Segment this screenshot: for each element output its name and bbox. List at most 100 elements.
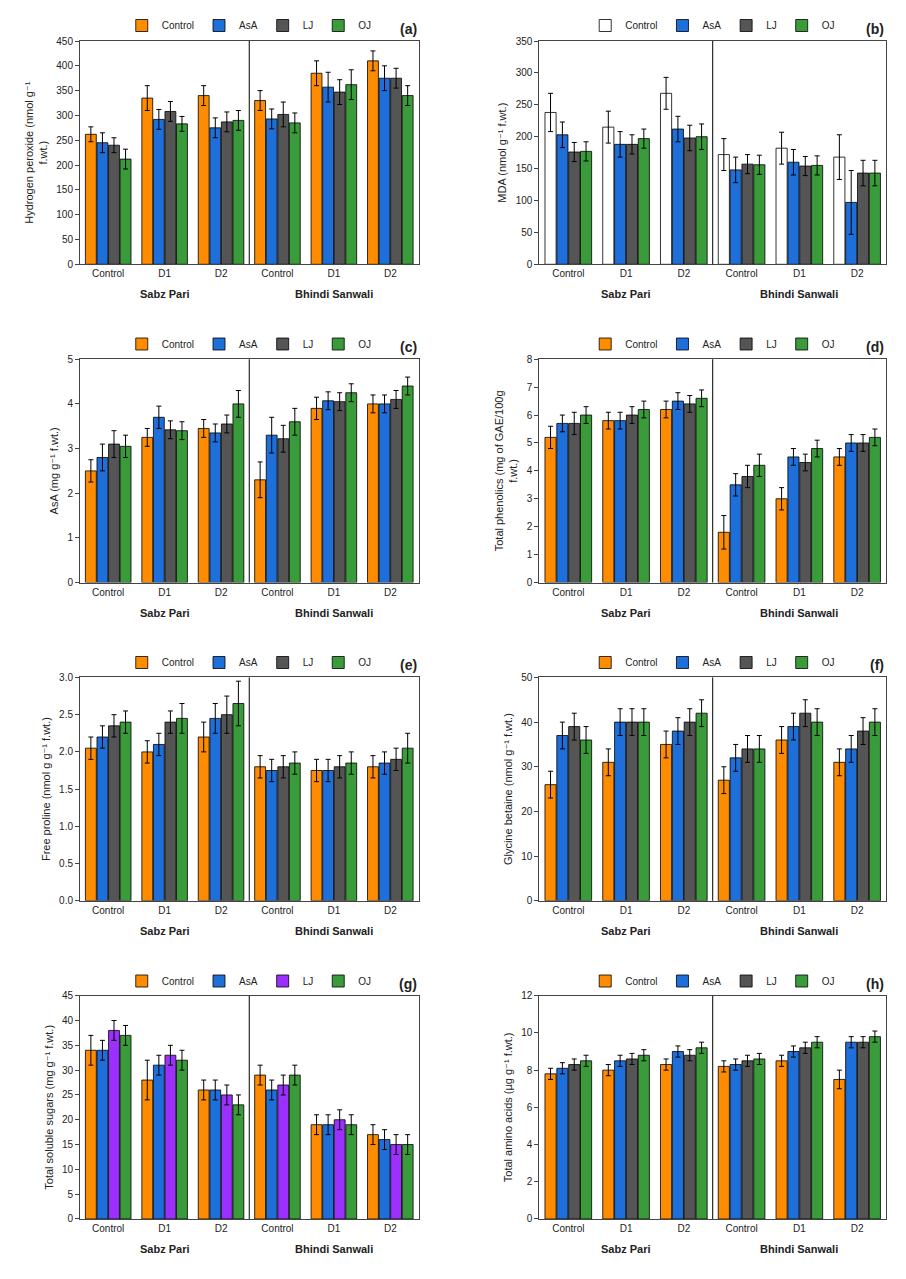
svg-text:D1: D1 xyxy=(327,1223,340,1234)
svg-text:250: 250 xyxy=(56,135,73,146)
svg-text:0: 0 xyxy=(527,1213,533,1224)
svg-text:OJ: OJ xyxy=(822,657,835,668)
svg-text:2: 2 xyxy=(527,1176,533,1187)
svg-text:350: 350 xyxy=(56,85,73,96)
svg-text:LJ: LJ xyxy=(303,339,314,350)
svg-text:2: 2 xyxy=(67,488,73,499)
svg-text:6: 6 xyxy=(527,1102,533,1113)
svg-text:7: 7 xyxy=(527,382,533,393)
svg-text:100: 100 xyxy=(516,195,533,206)
svg-text:300: 300 xyxy=(56,110,73,121)
svg-text:40: 40 xyxy=(62,1015,74,1026)
svg-text:Bhindi Sanwali: Bhindi Sanwali xyxy=(295,288,373,300)
svg-text:Bhindi Sanwali: Bhindi Sanwali xyxy=(295,1243,373,1255)
svg-text:AsA: AsA xyxy=(239,976,258,987)
svg-text:OJ: OJ xyxy=(822,976,835,987)
svg-text:LJ: LJ xyxy=(766,976,777,987)
svg-text:Bhindi Sanwali: Bhindi Sanwali xyxy=(760,607,838,619)
svg-text:20: 20 xyxy=(521,806,533,817)
svg-text:Total soluble sugars (mg g⁻¹ f: Total soluble sugars (mg g⁻¹ f.wt.) xyxy=(43,1025,55,1190)
svg-text:OJ: OJ xyxy=(822,339,835,350)
svg-text:1: 1 xyxy=(527,549,533,560)
svg-text:(h): (h) xyxy=(866,976,884,992)
svg-text:Sabz Pari: Sabz Pari xyxy=(140,1243,190,1255)
svg-text:150: 150 xyxy=(516,163,533,174)
svg-text:Control: Control xyxy=(625,976,657,987)
svg-text:(e): (e) xyxy=(400,657,417,673)
svg-text:Bhindi Sanwali: Bhindi Sanwali xyxy=(295,925,373,937)
svg-text:3: 3 xyxy=(67,443,73,454)
svg-text:Sabz Pari: Sabz Pari xyxy=(601,607,651,619)
svg-text:12: 12 xyxy=(521,990,533,1001)
svg-text:LJ: LJ xyxy=(303,20,314,31)
svg-text:Control: Control xyxy=(162,657,194,668)
svg-text:0: 0 xyxy=(527,259,533,270)
svg-text:Glycine betaine (nmol g⁻¹ f.wt: Glycine betaine (nmol g⁻¹ f.wt.) xyxy=(502,713,514,865)
svg-text:45: 45 xyxy=(62,990,74,1001)
svg-text:1: 1 xyxy=(67,532,73,543)
svg-text:Control: Control xyxy=(725,905,757,916)
svg-text:Control: Control xyxy=(92,905,124,916)
svg-text:LJ: LJ xyxy=(766,339,777,350)
svg-text:3: 3 xyxy=(527,493,533,504)
svg-text:D2: D2 xyxy=(677,587,690,598)
svg-text:4: 4 xyxy=(527,1139,533,1150)
svg-text:0: 0 xyxy=(527,895,533,906)
svg-text:D1: D1 xyxy=(620,1223,633,1234)
svg-text:0: 0 xyxy=(527,577,533,588)
svg-text:6: 6 xyxy=(527,410,533,421)
svg-text:D2: D2 xyxy=(851,1223,864,1234)
svg-text:Sabz Pari: Sabz Pari xyxy=(601,1243,651,1255)
svg-text:Control: Control xyxy=(92,587,124,598)
svg-text:1.5: 1.5 xyxy=(59,784,73,795)
svg-text:D2: D2 xyxy=(677,268,690,279)
svg-text:D2: D2 xyxy=(851,268,864,279)
svg-text:0: 0 xyxy=(67,259,73,270)
svg-text:(f): (f) xyxy=(870,657,884,673)
svg-text:10: 10 xyxy=(62,1164,74,1175)
svg-text:AsA: AsA xyxy=(239,339,258,350)
svg-text:D2: D2 xyxy=(384,268,397,279)
svg-text:15: 15 xyxy=(62,1139,74,1150)
svg-text:(b): (b) xyxy=(866,21,884,37)
svg-text:Free proline (nmol g g⁻¹ f.wt.: Free proline (nmol g g⁻¹ f.wt.) xyxy=(40,717,52,861)
svg-text:D2: D2 xyxy=(384,1223,397,1234)
svg-text:D1: D1 xyxy=(327,587,340,598)
svg-text:5: 5 xyxy=(67,1189,73,1200)
svg-text:150: 150 xyxy=(56,184,73,195)
svg-text:8: 8 xyxy=(527,354,533,365)
svg-text:Control: Control xyxy=(625,20,657,31)
svg-text:D2: D2 xyxy=(384,587,397,598)
svg-text:LJ: LJ xyxy=(303,657,314,668)
svg-text:Control: Control xyxy=(261,268,293,279)
svg-text:0: 0 xyxy=(67,1213,73,1224)
svg-text:(g): (g) xyxy=(399,976,417,992)
svg-text:10: 10 xyxy=(521,851,533,862)
svg-text:Control: Control xyxy=(92,268,124,279)
svg-text:Control: Control xyxy=(162,20,194,31)
svg-text:8: 8 xyxy=(527,1065,533,1076)
svg-text:D1: D1 xyxy=(158,268,171,279)
svg-text:OJ: OJ xyxy=(358,657,371,668)
svg-text:(a): (a) xyxy=(400,21,417,37)
svg-text:0: 0 xyxy=(67,577,73,588)
svg-text:LJ: LJ xyxy=(766,657,777,668)
svg-text:(c): (c) xyxy=(400,339,417,355)
svg-text:4: 4 xyxy=(527,465,533,476)
svg-text:Control: Control xyxy=(725,587,757,598)
svg-text:Total phenolics (mg of GAE/100: Total phenolics (mg of GAE/100gf.wt.) xyxy=(493,390,519,551)
svg-text:D1: D1 xyxy=(620,905,633,916)
svg-text:D1: D1 xyxy=(793,905,806,916)
svg-text:40: 40 xyxy=(521,717,533,728)
svg-text:D2: D2 xyxy=(851,587,864,598)
svg-text:D1: D1 xyxy=(327,905,340,916)
svg-text:200: 200 xyxy=(56,160,73,171)
svg-text:0.0: 0.0 xyxy=(59,895,73,906)
svg-text:200: 200 xyxy=(516,131,533,142)
svg-text:100: 100 xyxy=(56,209,73,220)
svg-text:50: 50 xyxy=(62,234,74,245)
svg-text:Control: Control xyxy=(261,1223,293,1234)
svg-text:LJ: LJ xyxy=(766,20,777,31)
svg-text:D1: D1 xyxy=(620,268,633,279)
svg-text:Sabz Pari: Sabz Pari xyxy=(601,288,651,300)
